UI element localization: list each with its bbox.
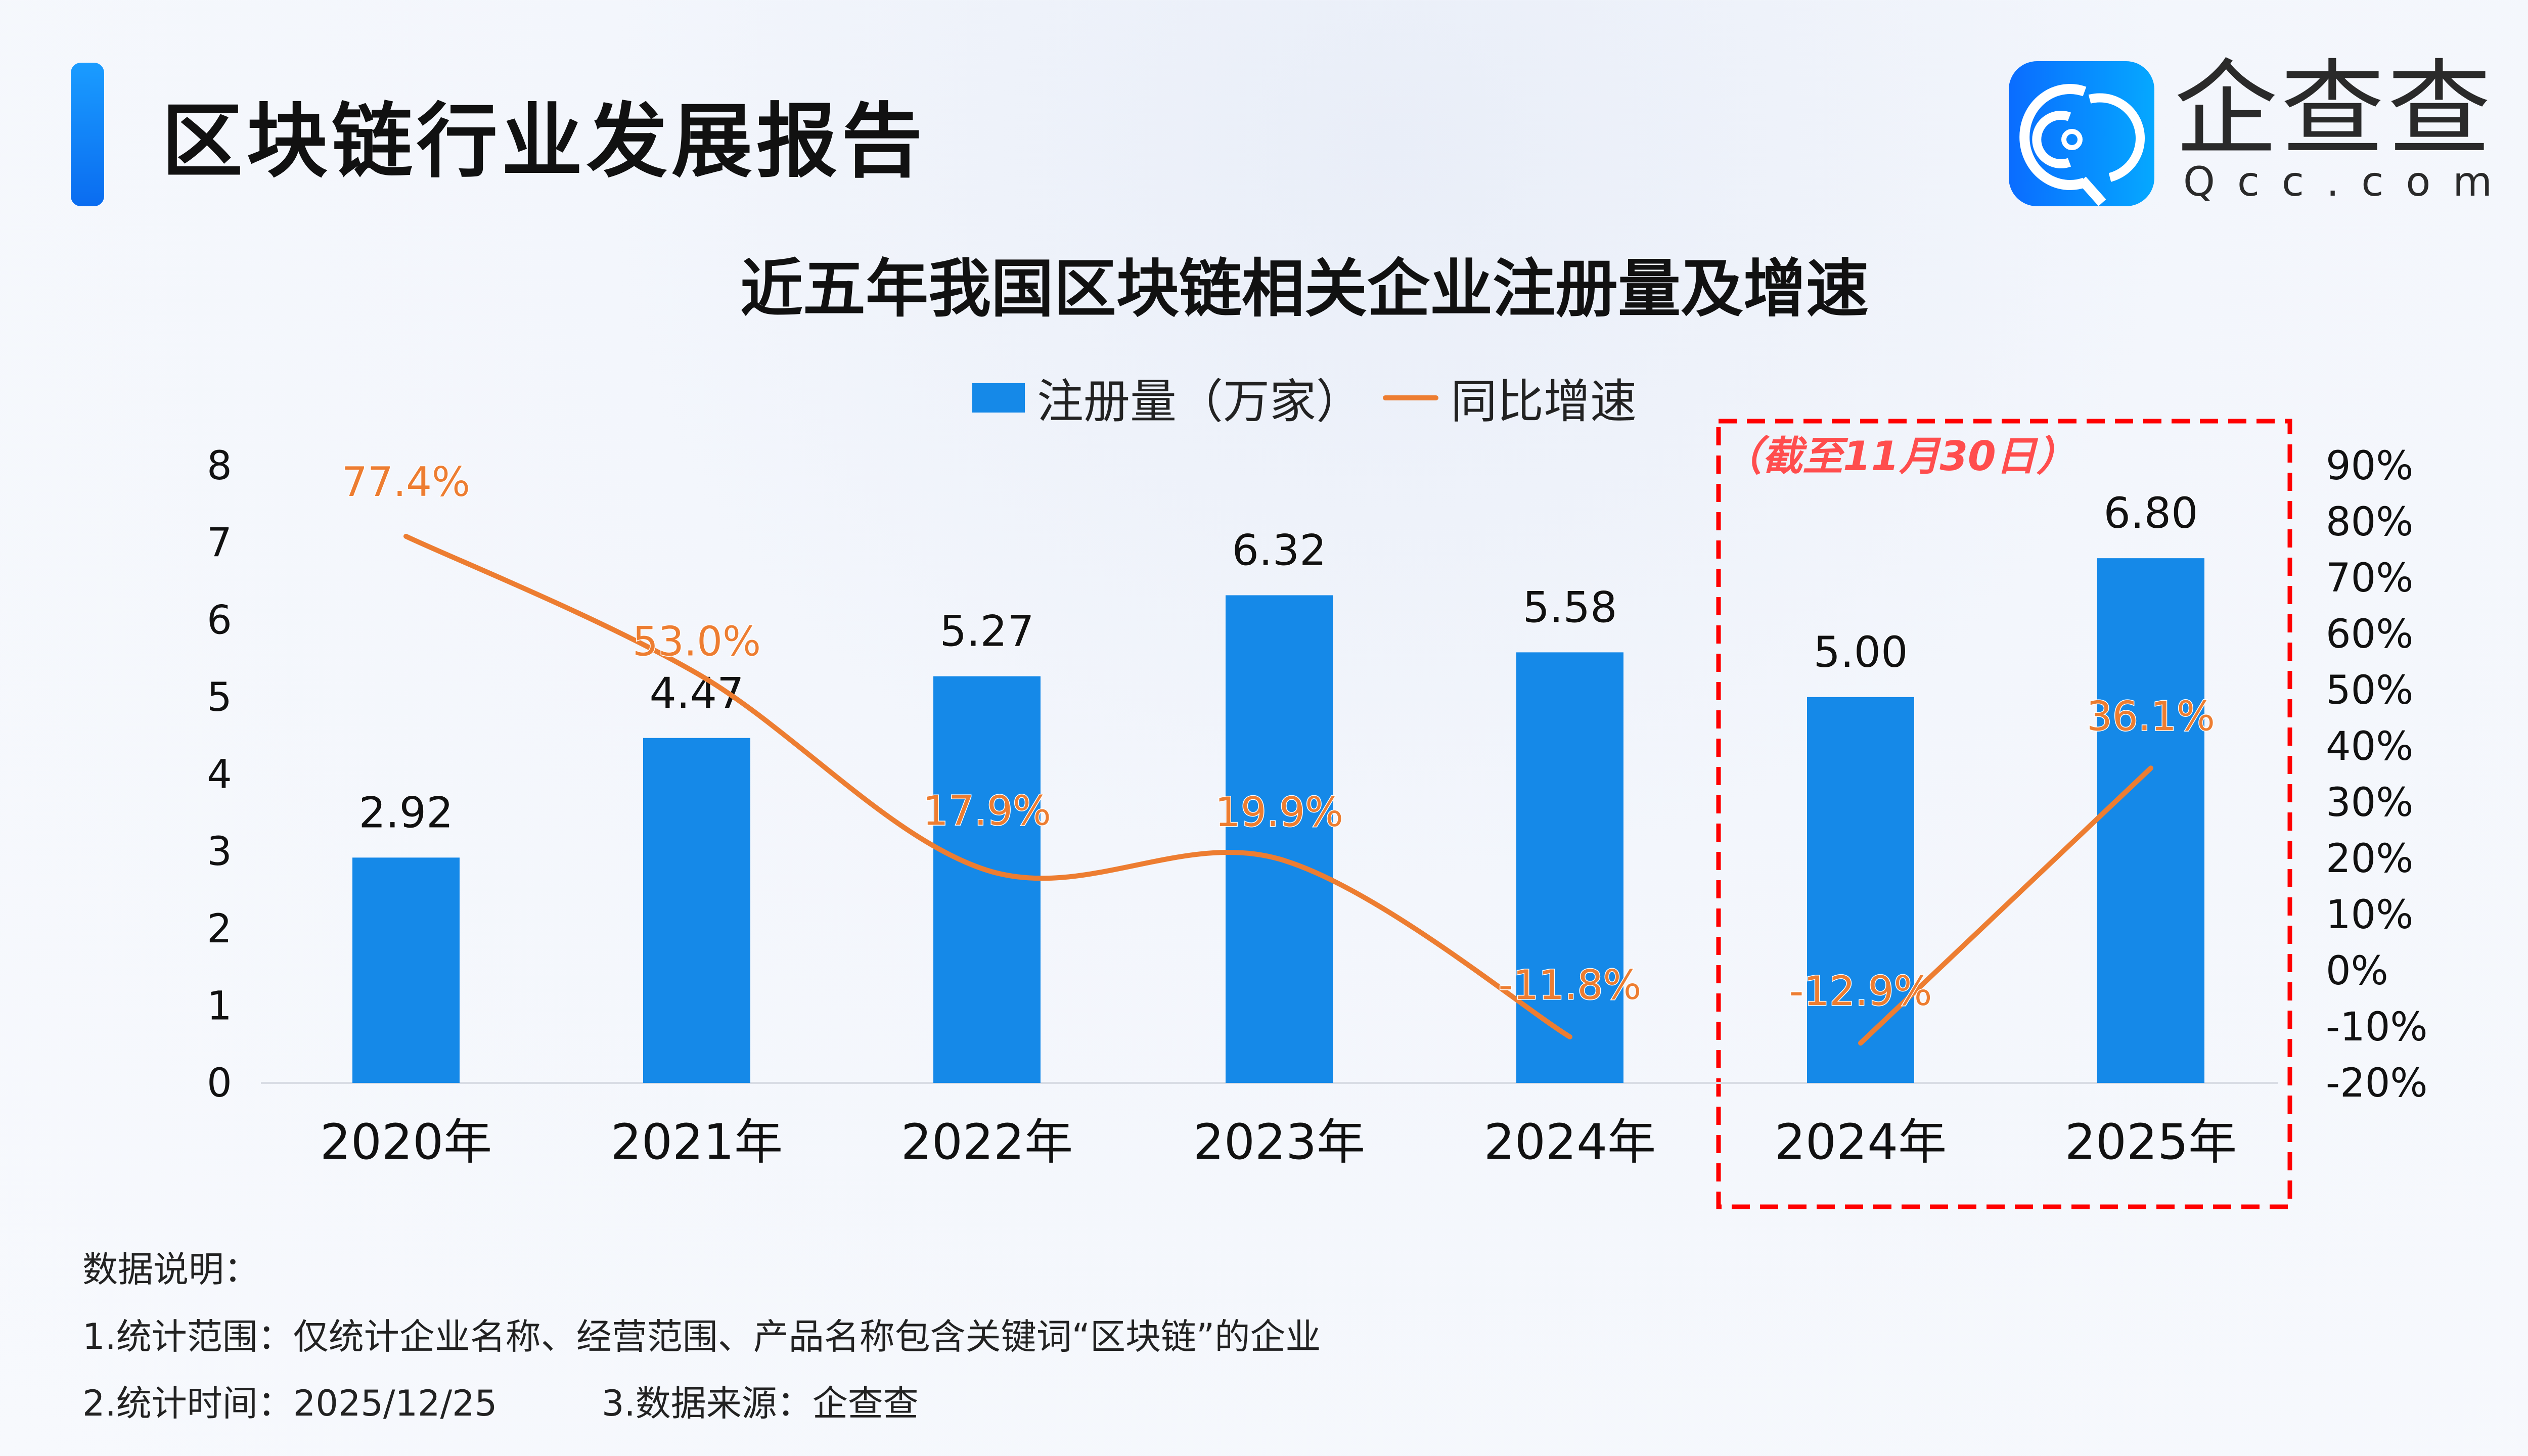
right-axis-tick: 70%: [2326, 556, 2413, 601]
bar: [1807, 697, 1914, 1083]
left-axis-tick: 8: [207, 443, 232, 489]
bar-value-label: 5.27: [939, 607, 1034, 656]
highlight-box: [1716, 419, 2292, 1209]
highlight-note: （截至11月30日）: [1722, 433, 2077, 480]
x-axis-tick: 2024年: [1775, 1114, 1947, 1170]
bar-value-label: 6.32: [1232, 525, 1326, 575]
x-axis-tick: 2020年: [320, 1114, 492, 1170]
qcc-logo-wordmark: 企查查: [2174, 50, 2494, 170]
right-axis-tick: -10%: [2326, 1005, 2428, 1050]
x-axis-tick: 2025年: [2065, 1114, 2237, 1170]
qcc-logo-domain: Qcc.com: [2183, 158, 2515, 205]
footnote-date: 2.统计时间：2025/12/25: [82, 1383, 498, 1424]
left-axis-tick: 3: [207, 829, 232, 875]
right-axis-tick: 30%: [2326, 780, 2413, 826]
left-axis-tick: 4: [207, 752, 232, 798]
legend-bar-label: 注册量（万家）: [1036, 375, 1363, 429]
title-accent-bar: [71, 63, 104, 206]
growth-label: 19.9%: [1215, 789, 1343, 836]
left-axis-tick: 1: [207, 983, 232, 1029]
legend-line-swatch: [1383, 395, 1438, 400]
left-axis-tick: 0: [207, 1061, 232, 1106]
x-axis-tick: 2023年: [1193, 1114, 1365, 1170]
legend-bar-swatch: [972, 383, 1025, 413]
right-axis-tick: 10%: [2326, 892, 2413, 938]
x-axis-tick: 2021年: [611, 1114, 783, 1170]
bar: [643, 738, 750, 1083]
bar: [352, 857, 460, 1083]
growth-label: 17.9%: [923, 787, 1051, 834]
bar-value-label: 5.58: [1522, 582, 1617, 632]
growth-label: -11.8%: [1498, 962, 1641, 1009]
legend-line-label: 同比增速: [1451, 375, 1637, 429]
growth-line-2020-2024: [403, 533, 1572, 1039]
qcc-logo-icon: [2009, 61, 2154, 206]
footnote-heading: 数据说明：: [82, 1249, 259, 1290]
bar: [1226, 595, 1333, 1083]
growth-label: 36.1%: [2087, 693, 2215, 740]
bar-value-label: 5.00: [1813, 627, 1908, 677]
growth-label: 53.0%: [633, 618, 761, 665]
right-axis-tick: 20%: [2326, 836, 2413, 882]
right-axis-tick: -20%: [2326, 1061, 2428, 1106]
page-title: 区块链行业发展报告: [162, 94, 927, 189]
bar: [2097, 558, 2204, 1083]
left-axis-tick: 2: [207, 906, 232, 952]
growth-line-2024-2025: [1858, 765, 2153, 1046]
left-axis-tick: 7: [207, 521, 232, 566]
chart-legend: 注册量（万家） 同比增速: [0, 364, 2528, 431]
x-axis-tick: 2022年: [901, 1114, 1073, 1170]
left-axis-tick: 6: [207, 598, 232, 643]
x-axis-tick: 2024年: [1484, 1114, 1656, 1170]
right-axis-tick: 60%: [2326, 612, 2413, 657]
right-axis-tick: 90%: [2326, 443, 2413, 489]
right-axis-tick: 80%: [2326, 499, 2413, 545]
growth-label: 77.4%: [342, 459, 470, 506]
footnote-source: 3.数据来源：企查查: [602, 1383, 919, 1424]
bar-value-label: 2.92: [358, 788, 453, 837]
right-axis-tick: 40%: [2326, 724, 2413, 769]
bar-value-label: 6.80: [2103, 488, 2198, 538]
left-axis-tick: 5: [207, 675, 232, 720]
growth-label: -12.9%: [1789, 968, 1932, 1015]
bar: [1516, 652, 1623, 1083]
right-axis-tick: 0%: [2326, 948, 2388, 994]
chart-title: 近五年我国区块链相关企业注册量及增速: [740, 253, 1869, 326]
right-axis-tick: 50%: [2326, 668, 2413, 713]
footnote-scope: 1.统计范围：仅统计企业名称、经营范围、产品名称包含关键词“区块链”的企业: [82, 1316, 1321, 1357]
